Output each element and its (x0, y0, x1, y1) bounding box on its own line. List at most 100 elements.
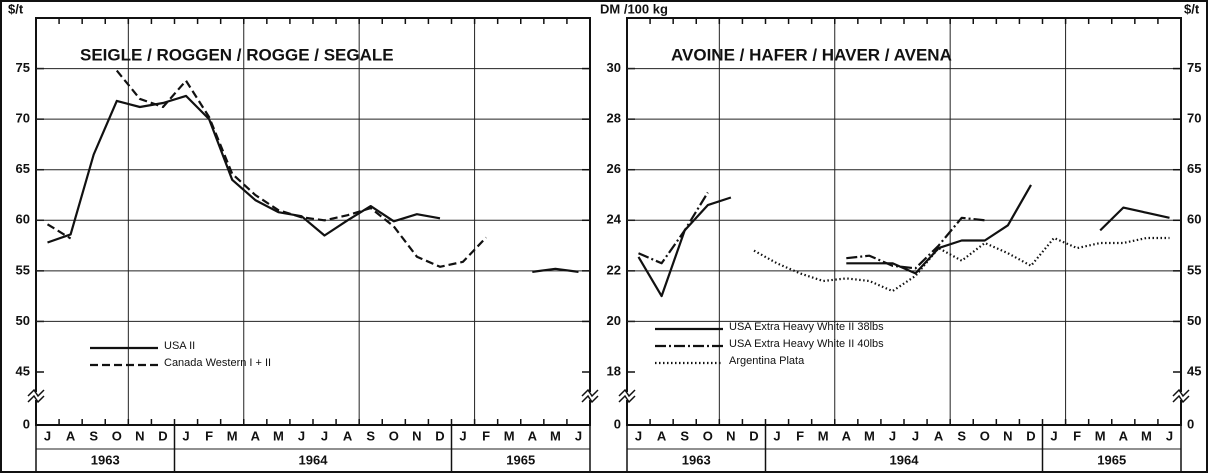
axis-break-gap (619, 392, 635, 400)
series-line (46, 69, 487, 268)
y2-tick-label: 0 (1187, 416, 1194, 431)
y2-tick-label: 75 (1187, 60, 1201, 75)
axis-break (1172, 388, 1190, 398)
x-tick-label: J (298, 428, 305, 443)
y2-tick-label: 45 (1187, 363, 1201, 378)
y-tick-label: 50 (16, 313, 30, 328)
year-label: 1964 (299, 452, 329, 467)
x-tick-label: J (321, 428, 328, 443)
x-tick-label: A (842, 428, 852, 443)
x-tick-label: J (889, 428, 896, 443)
year-label: 1965 (1097, 452, 1126, 467)
x-tick-label: J (773, 428, 780, 443)
axis-break (581, 394, 599, 404)
x-tick-label: O (112, 428, 122, 443)
x-tick-label: O (389, 428, 399, 443)
y-tick-label: 45 (16, 363, 30, 378)
x-tick-label: S (366, 428, 375, 443)
y-tick-label: 26 (607, 161, 621, 176)
year-label: 1963 (91, 452, 120, 467)
y2-tick-label: 60 (1187, 212, 1201, 227)
axis-break (27, 388, 45, 398)
y-tick-label: 24 (607, 212, 622, 227)
series-line (47, 94, 579, 273)
x-tick-label: S (89, 428, 98, 443)
x-tick-label: J (912, 428, 919, 443)
x-tick-label: A (1119, 428, 1129, 443)
x-tick-label: J (44, 428, 51, 443)
chart-title: SEIGLE / ROGGEN / ROGGE / SEGALE (80, 45, 394, 64)
x-tick-label: A (251, 428, 261, 443)
plot-frame (626, 17, 1182, 426)
y-unit: $/t (8, 1, 24, 16)
axis-break (618, 394, 636, 404)
x-tick-label: D (749, 428, 758, 443)
legend-label: USA II (164, 340, 195, 352)
x-tick-label: A (657, 428, 667, 443)
y-tick-label: 75 (16, 60, 30, 75)
x-tick-label: M (273, 428, 284, 443)
x-tick-label: A (343, 428, 353, 443)
x-tick-label: M (1095, 428, 1106, 443)
year-label: 1964 (890, 452, 920, 467)
y-unit: DM /100 kg (600, 1, 668, 16)
x-tick-label: M (550, 428, 561, 443)
x-tick-label: N (726, 428, 735, 443)
x-tick-label: D (1026, 428, 1035, 443)
axis-break (581, 388, 599, 398)
x-tick-label: S (957, 428, 966, 443)
series-line (638, 191, 985, 270)
legend-label: USA Extra Heavy White II 38lbs (729, 321, 884, 333)
x-tick-label: M (818, 428, 829, 443)
y-tick-label: 65 (16, 161, 30, 176)
y-tick-label: 55 (16, 262, 30, 277)
y-tick-label: 70 (16, 111, 30, 126)
x-tick-label: A (66, 428, 76, 443)
x-tick-label: O (703, 428, 713, 443)
chart-title: AVOINE / HAFER / HAVER / AVENA (671, 45, 952, 64)
y-tick-label: 0 (614, 416, 621, 431)
x-tick-label: A (528, 428, 538, 443)
y-tick-label: 30 (607, 60, 621, 75)
y-tick-label: 28 (607, 111, 621, 126)
y2-tick-label: 50 (1187, 313, 1201, 328)
x-tick-label: F (796, 428, 804, 443)
x-tick-label: D (435, 428, 444, 443)
y2-tick-label: 65 (1187, 161, 1201, 176)
axis-break-gap (1173, 392, 1189, 400)
y-tick-label: 22 (607, 262, 621, 277)
x-tick-label: M (227, 428, 238, 443)
axis-break-gap (582, 392, 598, 400)
x-tick-label: J (635, 428, 642, 443)
x-tick-label: F (205, 428, 213, 443)
year-label: 1963 (682, 452, 711, 467)
year-label: 1965 (506, 452, 535, 467)
y-tick-label: 60 (16, 212, 30, 227)
legend-label: Canada Western I + II (164, 357, 271, 369)
x-tick-label: N (412, 428, 421, 443)
x-tick-label: F (1073, 428, 1081, 443)
x-tick-label: N (135, 428, 144, 443)
legend-label: USA Extra Heavy White II 40lbs (729, 338, 884, 350)
x-tick-label: A (934, 428, 944, 443)
x-tick-label: O (980, 428, 990, 443)
x-tick-label: M (864, 428, 875, 443)
axis-break (618, 388, 636, 398)
y2-tick-label: 55 (1187, 262, 1201, 277)
x-tick-label: J (1166, 428, 1173, 443)
x-tick-label: M (504, 428, 515, 443)
y2-unit: $/t (1184, 1, 1200, 16)
series-line (637, 184, 1170, 298)
x-tick-label: J (1050, 428, 1057, 443)
legend-label: Argentina Plata (729, 355, 805, 367)
x-tick-label: M (1141, 428, 1152, 443)
axis-break-gap (28, 392, 44, 400)
x-tick-label: J (575, 428, 582, 443)
series-line (753, 236, 1170, 293)
y-tick-label: 18 (607, 363, 621, 378)
y2-tick-label: 70 (1187, 111, 1201, 126)
x-tick-label: J (459, 428, 466, 443)
x-tick-label: N (1003, 428, 1012, 443)
